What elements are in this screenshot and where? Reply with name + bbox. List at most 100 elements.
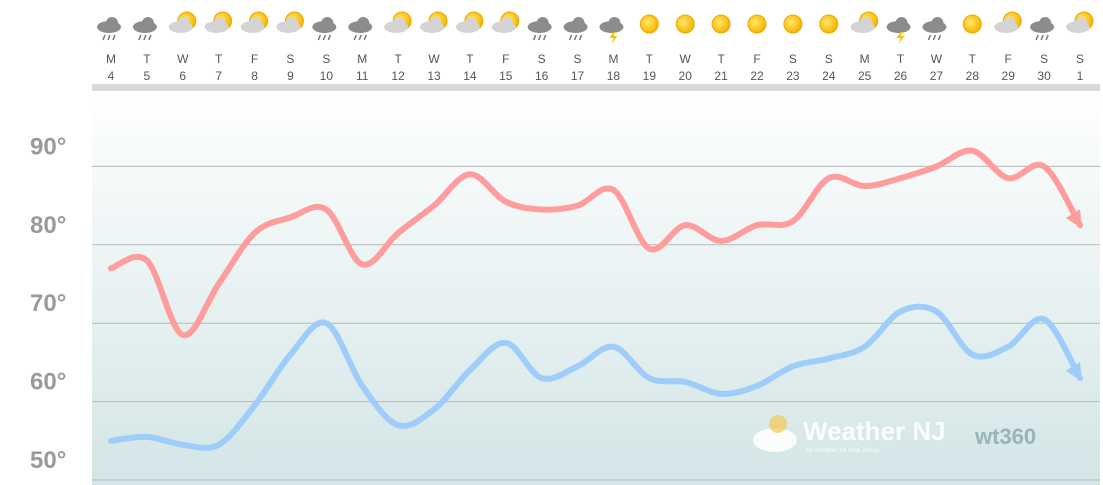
weather-icon [747, 14, 767, 34]
header-bar [92, 84, 1100, 91]
x-weekday: T [143, 52, 151, 66]
x-date: 4 [108, 69, 115, 83]
x-weekday: W [680, 52, 692, 66]
y-tick-label: 80° [30, 212, 66, 239]
x-weekday: S [1076, 52, 1084, 66]
weather-icon [276, 11, 304, 33]
x-date: 19 [643, 69, 657, 83]
watermark-cloud [753, 428, 797, 452]
x-weekday: T [717, 52, 725, 66]
x-date: 9 [287, 69, 294, 83]
icon-cloud [859, 17, 872, 29]
icon-sun [819, 14, 839, 34]
x-date: 7 [215, 69, 222, 83]
x-date: 13 [427, 69, 441, 83]
x-weekday: M [357, 52, 367, 66]
icon-rain [353, 34, 357, 41]
weather-icon [850, 11, 879, 33]
x-weekday: T [646, 52, 654, 66]
x-date: 18 [607, 69, 621, 83]
icon-cloud [572, 17, 585, 29]
x-date: 6 [179, 69, 186, 83]
icon-cloud [285, 17, 298, 29]
x-weekday: W [931, 52, 943, 66]
x-date: 12 [391, 69, 405, 83]
watermark-sun [769, 415, 787, 433]
x-date: 24 [822, 69, 836, 83]
x-date: 23 [786, 69, 800, 83]
weather-icon [994, 11, 1022, 33]
icon-rain [573, 34, 578, 41]
weather-icon [420, 11, 448, 33]
icon-rain [927, 34, 932, 41]
weather-icon [599, 17, 624, 44]
icon-rain [102, 34, 106, 41]
weather-icon [922, 17, 947, 41]
icon-cloud [213, 17, 226, 29]
icon-rain [138, 34, 142, 41]
x-weekday: T [969, 52, 977, 66]
x-date: 11 [356, 69, 369, 83]
icon-cloud [106, 17, 118, 29]
watermark: Weather NJ All Weather, All New Jersey w… [753, 415, 1036, 454]
icon-rain [317, 34, 322, 41]
icon-cloud [141, 17, 154, 29]
arrow-head [1065, 209, 1083, 229]
x-date: 5 [144, 69, 151, 83]
y-tick-label: 60° [30, 369, 66, 396]
x-date: 27 [930, 69, 944, 83]
weather-icon [1030, 17, 1055, 41]
weather-icon [527, 17, 552, 41]
watermark-tagline: All Weather, All New Jersey [806, 448, 879, 454]
weather-icon [819, 14, 839, 34]
y-tick-label: 50° [30, 447, 66, 474]
x-date: 21 [714, 69, 728, 83]
icon-rain [1045, 34, 1049, 41]
x-weekday: S [538, 52, 546, 66]
y-tick-label: 70° [30, 290, 66, 317]
watermark-brand: Weather NJ [803, 416, 946, 446]
weather-icon [1066, 11, 1094, 33]
icon-rain [568, 34, 573, 41]
icon-cloud [895, 17, 908, 29]
weather-icon [312, 17, 337, 41]
x-date: 29 [1002, 69, 1016, 83]
icon-sun [747, 14, 767, 34]
icon-rain [322, 34, 327, 41]
weather-icon [675, 14, 695, 34]
weather-icon [886, 17, 911, 44]
x-weekday: S [574, 52, 582, 66]
icon-rain [1040, 34, 1044, 41]
x-date: 1 [1077, 69, 1084, 83]
x-date: 17 [571, 69, 585, 83]
x-weekday: S [286, 52, 294, 66]
weather-icon [491, 11, 520, 33]
x-weekday: W [177, 52, 189, 66]
plot-area [92, 88, 1100, 485]
weather-icon [240, 11, 269, 33]
weather-icon [348, 17, 373, 41]
icon-rain [532, 34, 537, 41]
x-weekday: S [825, 52, 833, 66]
weather-icon [384, 11, 412, 33]
x-weekday: W [428, 52, 440, 66]
icon-cloud [608, 17, 621, 29]
icon-rain [107, 34, 111, 41]
y-tick-label: 90° [30, 133, 66, 160]
temp-line [108, 147, 1083, 338]
weather-icon [639, 14, 659, 34]
icon-sun [783, 14, 803, 34]
x-date: 30 [1037, 69, 1051, 83]
weather-icon [783, 14, 803, 34]
icon-sun [711, 14, 731, 34]
icon-cloud [931, 17, 944, 29]
icon-rain [363, 34, 367, 41]
icon-cloud [357, 17, 370, 29]
icon-sun [675, 14, 695, 34]
icon-cloud [464, 17, 477, 29]
icon-rain [148, 34, 152, 41]
x-weekday: F [251, 52, 258, 66]
icon-cloud [1075, 17, 1087, 29]
icon-cloud [429, 17, 441, 29]
